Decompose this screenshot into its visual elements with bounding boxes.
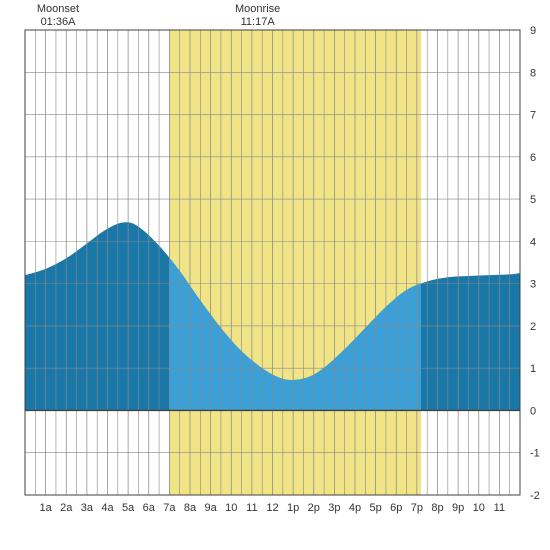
x-tick-label: 5a — [122, 502, 135, 514]
x-tick-label: 4a — [101, 502, 114, 514]
x-tick-label: 2a — [60, 502, 73, 514]
y-tick-label: -2 — [530, 490, 540, 502]
x-tick-label: 7a — [163, 502, 176, 514]
x-tick-label: 8p — [431, 502, 443, 514]
moon-set-title: Moonset — [37, 3, 79, 15]
x-tick-label: 6a — [143, 502, 156, 514]
chart-svg: 1a2a3a4a5a6a7a8a9a1011121p2p3p4p5p6p7p8p… — [0, 0, 550, 550]
moon-rise-time: 11:17A — [241, 16, 276, 28]
x-tick-label: 3p — [328, 502, 340, 514]
x-tick-label: 2p — [308, 502, 320, 514]
y-tick-label: -1 — [530, 448, 540, 460]
x-tick-label: 3a — [81, 502, 94, 514]
y-tick-label: 5 — [530, 194, 536, 206]
x-tick-label: 10 — [473, 502, 485, 514]
x-tick-label: 1p — [287, 502, 299, 514]
x-tick-label: 9a — [205, 502, 218, 514]
x-tick-label: 9p — [452, 502, 464, 514]
x-tick-label: 8a — [184, 502, 197, 514]
x-tick-label: 1a — [40, 502, 53, 514]
x-tick-label: 7p — [411, 502, 423, 514]
y-tick-label: 2 — [530, 321, 536, 333]
y-tick-label: 6 — [530, 152, 536, 164]
x-tick-label: 4p — [349, 502, 361, 514]
x-tick-label: 6p — [390, 502, 402, 514]
tide-chart: 1a2a3a4a5a6a7a8a9a1011121p2p3p4p5p6p7p8p… — [0, 0, 550, 550]
x-tick-label: 10 — [225, 502, 237, 514]
moon-set-time: 01:36A — [41, 16, 77, 28]
y-tick-label: 8 — [530, 67, 536, 79]
moon-rise-title: Moonrise — [235, 3, 280, 15]
y-tick-label: 1 — [530, 363, 536, 375]
y-tick-label: 0 — [530, 405, 536, 417]
x-tick-label: 12 — [266, 502, 278, 514]
y-tick-label: 7 — [530, 110, 536, 122]
x-tick-label: 11 — [246, 502, 257, 514]
x-tick-label: 11 — [494, 502, 505, 514]
x-tick-label: 5p — [370, 502, 382, 514]
y-tick-label: 4 — [530, 236, 536, 248]
y-tick-label: 3 — [530, 279, 536, 291]
y-tick-label: 9 — [530, 25, 536, 37]
